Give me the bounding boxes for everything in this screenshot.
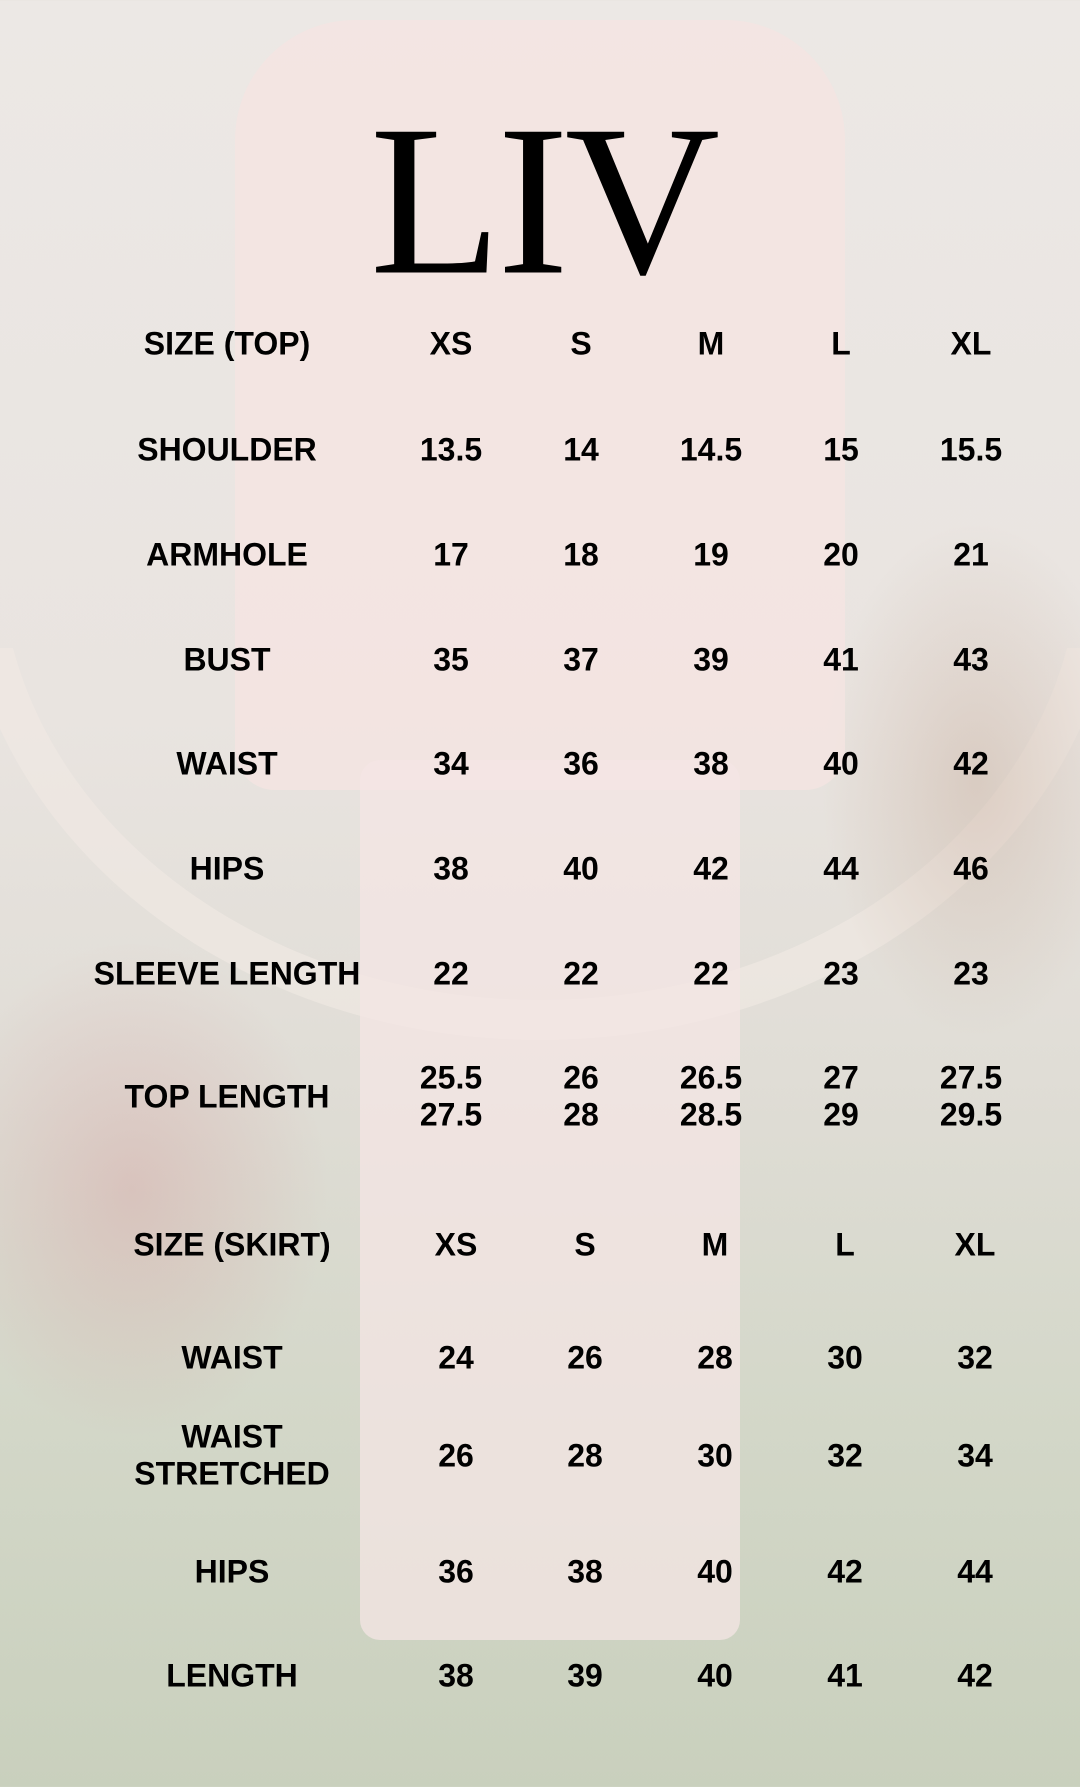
measurement-label: WAIST — [181, 1339, 283, 1376]
measurement-label: HIPS — [189, 850, 265, 887]
measurement-value: 35 — [433, 641, 469, 678]
measurement-value: 30 — [827, 1339, 863, 1376]
size-header-s: S — [574, 1226, 596, 1263]
measurement-value: 22 — [563, 955, 599, 992]
measurement-value: 34 — [957, 1437, 993, 1474]
measurement-value: 26 — [438, 1437, 474, 1474]
background-garden-right — [820, 520, 1080, 1040]
measurement-value: 42 — [953, 745, 989, 782]
measurement-value: 22 — [693, 955, 729, 992]
size-header-xl: XL — [950, 325, 992, 362]
size-header-l: L — [831, 325, 851, 362]
measurement-value: 27.5 29.5 — [939, 1059, 1003, 1133]
measurement-value: 27 29 — [823, 1059, 859, 1133]
measurement-value: 18 — [563, 536, 599, 573]
measurement-value: 38 — [433, 850, 469, 887]
measurement-value: 30 — [697, 1437, 733, 1474]
measurement-value: 40 — [697, 1657, 733, 1694]
measurement-value: 44 — [957, 1553, 993, 1590]
measurement-value: 43 — [953, 641, 989, 678]
brand-title: LIV — [369, 80, 720, 320]
size-header-label: SIZE (TOP) — [143, 325, 311, 362]
measurement-label: WAIST — [176, 745, 278, 782]
measurement-value: 26 28 — [563, 1059, 599, 1133]
measurement-label: ARMHOLE — [146, 536, 308, 573]
measurement-label: WAIST STRETCHED — [134, 1418, 330, 1492]
measurement-label: LENGTH — [166, 1657, 298, 1694]
measurement-value: 46 — [953, 850, 989, 887]
measurement-label: SHOULDER — [137, 431, 317, 468]
measurement-value: 14.5 — [679, 431, 743, 468]
measurement-value: 40 — [823, 745, 859, 782]
measurement-value: 39 — [567, 1657, 603, 1694]
measurement-value: 22 — [433, 955, 469, 992]
measurement-value: 40 — [563, 850, 599, 887]
size-header-m: M — [697, 325, 725, 362]
measurement-value: 40 — [697, 1553, 733, 1590]
background-garden-left — [0, 940, 330, 1440]
measurement-value: 44 — [823, 850, 859, 887]
measurement-value: 19 — [693, 536, 729, 573]
measurement-value: 13.5 — [419, 431, 483, 468]
size-header-m: M — [701, 1226, 729, 1263]
background-model-top — [235, 20, 845, 790]
measurement-value: 42 — [693, 850, 729, 887]
measurement-value: 41 — [827, 1657, 863, 1694]
measurement-value: 38 — [438, 1657, 474, 1694]
size-header-l: L — [835, 1226, 855, 1263]
measurement-value: 38 — [693, 745, 729, 782]
measurement-value: 34 — [433, 745, 469, 782]
measurement-value: 15 — [823, 431, 859, 468]
measurement-label: TOP LENGTH — [124, 1078, 330, 1115]
measurement-value: 32 — [957, 1339, 993, 1376]
measurement-value: 28 — [567, 1437, 603, 1474]
measurement-value: 36 — [563, 745, 599, 782]
measurement-value: 39 — [693, 641, 729, 678]
measurement-label: BUST — [183, 641, 271, 678]
measurement-value: 21 — [953, 536, 989, 573]
measurement-value: 23 — [823, 955, 859, 992]
measurement-value: 38 — [567, 1553, 603, 1590]
size-header-xl: XL — [954, 1226, 996, 1263]
background-model-skirt — [360, 760, 740, 1640]
measurement-value: 26.5 28.5 — [679, 1059, 743, 1133]
measurement-value: 17 — [433, 536, 469, 573]
measurement-value: 41 — [823, 641, 859, 678]
measurement-value: 28 — [697, 1339, 733, 1376]
measurement-value: 42 — [957, 1657, 993, 1694]
measurement-value: 15.5 — [939, 431, 1003, 468]
measurement-label: HIPS — [194, 1553, 270, 1590]
measurement-value: 32 — [827, 1437, 863, 1474]
size-header-xs: XS — [429, 325, 473, 362]
measurement-value: 24 — [438, 1339, 474, 1376]
measurement-value: 42 — [827, 1553, 863, 1590]
measurement-value: 25.5 27.5 — [419, 1059, 483, 1133]
measurement-value: 36 — [438, 1553, 474, 1590]
measurement-label: SLEEVE LENGTH — [93, 955, 361, 992]
size-header-xs: XS — [434, 1226, 478, 1263]
size-header-s: S — [570, 325, 592, 362]
measurement-value: 20 — [823, 536, 859, 573]
size-header-label: SIZE (SKIRT) — [133, 1226, 331, 1263]
measurement-value: 14 — [563, 431, 599, 468]
measurement-value: 37 — [563, 641, 599, 678]
measurement-value: 23 — [953, 955, 989, 992]
measurement-value: 26 — [567, 1339, 603, 1376]
